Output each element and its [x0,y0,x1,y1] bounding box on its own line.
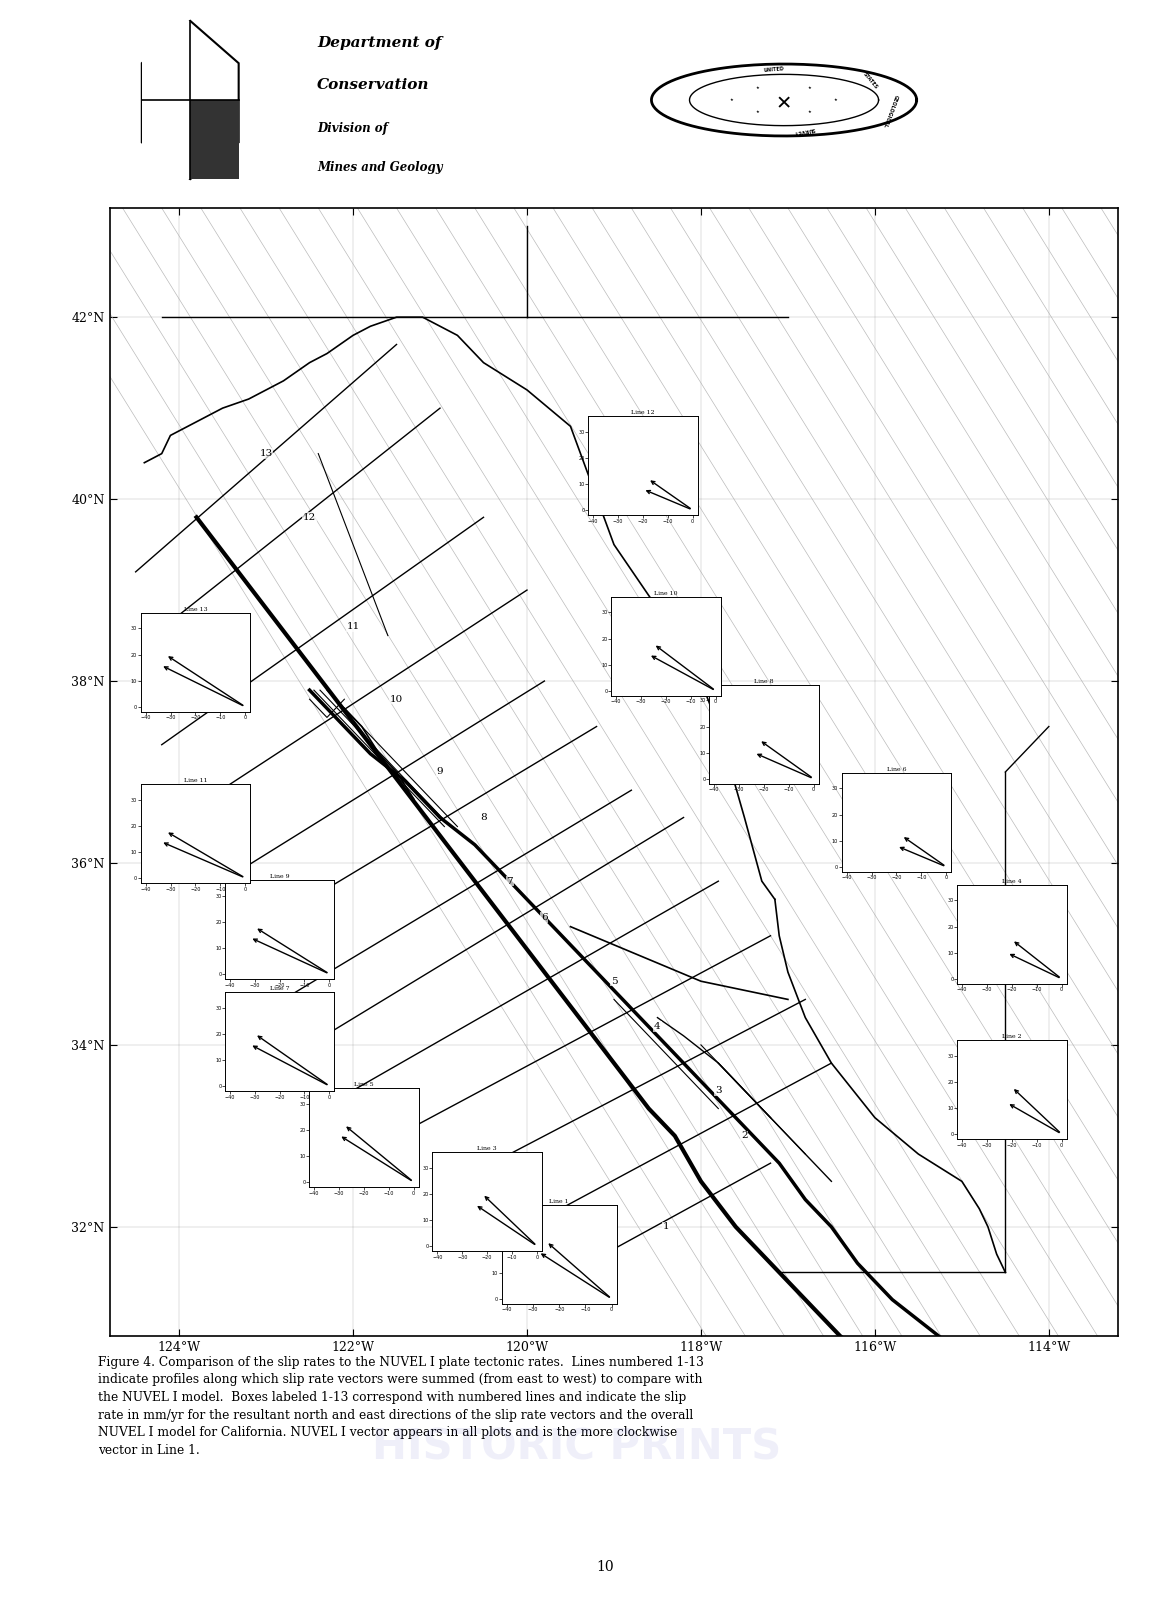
Text: 7: 7 [506,877,513,886]
FancyBboxPatch shape [190,99,239,179]
Title: Line 8: Line 8 [754,678,774,683]
Text: 13: 13 [259,450,273,458]
Text: 3: 3 [715,1086,722,1094]
Text: 11: 11 [346,622,360,630]
Text: ★: ★ [730,98,734,102]
Text: UNITED: UNITED [763,66,785,74]
Text: Conservation: Conservation [317,78,430,91]
Title: Line 4: Line 4 [1002,878,1022,883]
Text: ★: ★ [834,98,838,102]
FancyBboxPatch shape [142,99,190,179]
Text: 10: 10 [390,694,404,704]
FancyBboxPatch shape [142,21,190,99]
Title: Line 1: Line 1 [549,1198,570,1203]
Text: ★: ★ [756,110,760,114]
Text: Figure 4. Comparison of the slip rates to the NUVEL I plate tectonic rates.  Lin: Figure 4. Comparison of the slip rates t… [98,1357,703,1456]
Title: Line 5: Line 5 [354,1082,374,1086]
Text: Department of: Department of [317,35,442,50]
Title: Line 7: Line 7 [270,986,289,990]
Text: 8: 8 [480,813,487,822]
Title: Line 9: Line 9 [270,874,289,878]
Text: Division of: Division of [317,122,387,134]
Text: ✕: ✕ [776,94,792,114]
Text: 9: 9 [437,768,444,776]
Text: GEOLOGICAL: GEOLOGICAL [882,93,898,128]
Text: STATES: STATES [862,70,879,90]
Title: Line 12: Line 12 [631,410,655,414]
Title: Line 2: Line 2 [1002,1034,1022,1038]
Text: 10: 10 [596,1560,615,1574]
Text: SURVEY: SURVEY [792,126,815,134]
Title: Line 3: Line 3 [477,1146,497,1150]
Text: Mines and Geology: Mines and Geology [317,160,443,174]
Text: HISTORIC PRINTS: HISTORIC PRINTS [372,1427,781,1469]
Text: 6: 6 [541,914,548,922]
Text: ★: ★ [756,86,760,90]
Polygon shape [142,21,239,179]
Text: 12: 12 [303,512,316,522]
Title: Line 13: Line 13 [183,606,208,611]
Text: 2: 2 [741,1131,748,1141]
Text: 1: 1 [663,1222,670,1232]
Text: 5: 5 [611,976,617,986]
Title: Line 6: Line 6 [887,766,906,771]
Title: Line 10: Line 10 [654,590,678,595]
Title: Line 11: Line 11 [183,778,208,782]
Text: ★: ★ [808,86,812,90]
Text: 4: 4 [654,1022,661,1032]
Text: ★: ★ [808,110,812,114]
